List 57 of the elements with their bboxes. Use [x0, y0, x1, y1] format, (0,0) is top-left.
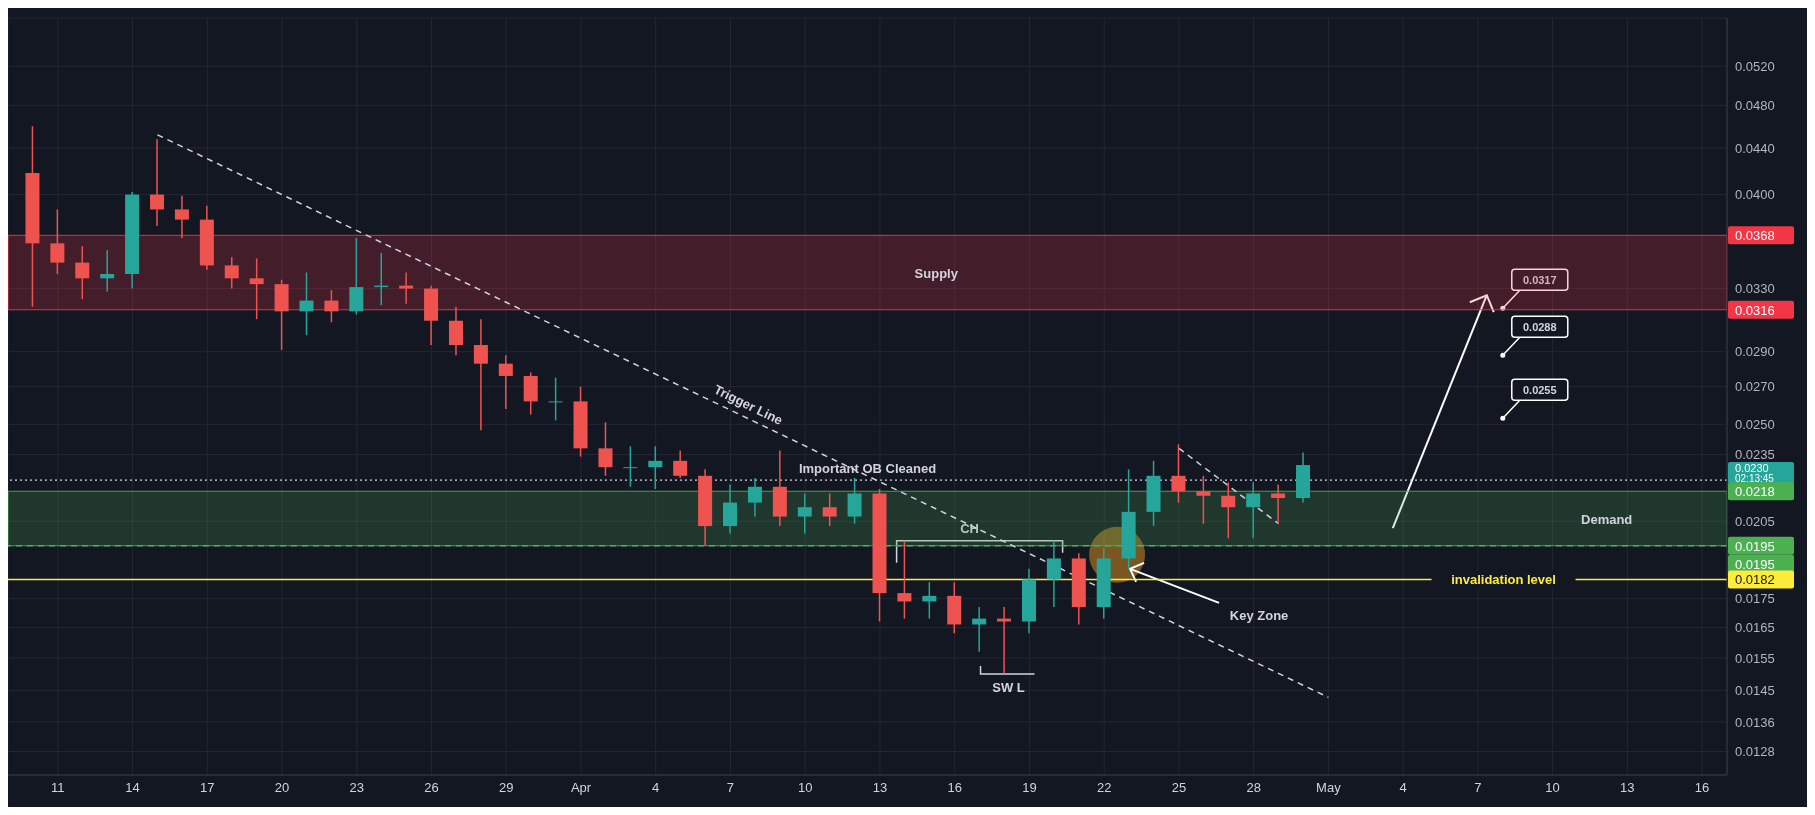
annotation: 0.0317 — [1522, 274, 1557, 287]
y-tick-label: 0.0400 — [1735, 187, 1775, 203]
y-tick-label: 0.0290 — [1735, 344, 1775, 360]
text: 02:13:45 — [1735, 473, 1775, 485]
x-tick-label: 10 — [797, 780, 813, 796]
text: 0.0316 — [1735, 302, 1775, 318]
x-tick-label: May — [1316, 780, 1342, 796]
x-tick-label: 17 — [200, 780, 215, 796]
x-tick-label: 7 — [726, 780, 735, 796]
x-tick-label: 23 — [349, 780, 365, 796]
x-tick-label: 16 — [947, 780, 962, 796]
annotation: Key Zone — [1229, 607, 1289, 623]
y-tick-label: 0.0440 — [1735, 140, 1775, 156]
x-tick-label: 4 — [652, 780, 660, 796]
band-label: Demand — [1581, 511, 1633, 527]
x-tick-label: 25 — [1171, 780, 1187, 796]
x-tick-label: 11 — [51, 780, 65, 796]
text: 0.0195 — [1735, 538, 1775, 554]
x-tick-label: 13 — [1620, 780, 1635, 796]
x-tick-label: 14 — [125, 780, 140, 796]
x-tick-label: 28 — [1246, 780, 1261, 796]
x-tick-label: 4 — [1399, 780, 1407, 796]
y-tick-label: 0.0175 — [1735, 591, 1775, 607]
ref-line-label: Important OB Cleaned — [798, 461, 937, 477]
x-tick-label: 7 — [1474, 780, 1482, 796]
text: 0.0230 — [1735, 462, 1769, 475]
y-tick-label: 0.0155 — [1735, 650, 1775, 666]
y-tick-label: 0.0270 — [1735, 379, 1775, 395]
annotation: 0.0288 — [1522, 321, 1557, 334]
y-tick-label: 0.0165 — [1735, 620, 1775, 636]
y-tick-label: 0.0480 — [1735, 98, 1775, 114]
y-tick-label: 0.0235 — [1735, 447, 1775, 463]
text: 0.0195 — [1735, 556, 1775, 572]
x-tick-label: 10 — [1545, 780, 1560, 796]
x-tick-label: 16 — [1694, 780, 1710, 796]
y-tick-label: 0.0128 — [1735, 744, 1775, 760]
y-tick-label: 0.0250 — [1735, 416, 1775, 432]
y-tick-label: 0.0136 — [1735, 714, 1775, 730]
ref-line-label: invalidation level — [1451, 572, 1556, 588]
y-tick-label: 0.0520 — [1735, 58, 1775, 74]
x-tick-label: 20 — [274, 780, 290, 796]
x-tick-label: 29 — [499, 780, 514, 796]
y-tick-label: 0.0330 — [1735, 281, 1775, 297]
x-tick-label: 19 — [1022, 780, 1037, 796]
text: 0.0218 — [1735, 484, 1775, 500]
y-tick-label: 0.0145 — [1735, 683, 1775, 699]
y-tick-label: 0.0205 — [1735, 513, 1775, 529]
x-tick-label: 26 — [424, 780, 439, 796]
x-tick-label: 22 — [1096, 780, 1112, 796]
x-tick-label: 13 — [872, 780, 888, 796]
band-label: Supply — [914, 265, 959, 281]
x-tick-label: Apr — [570, 780, 592, 796]
annotation: SW L — [992, 680, 1025, 695]
text: 0.0368 — [1735, 228, 1775, 244]
annotation: 0.0255 — [1522, 384, 1557, 397]
text: 0.0182 — [1735, 572, 1775, 588]
annotation: CH — [960, 520, 979, 536]
